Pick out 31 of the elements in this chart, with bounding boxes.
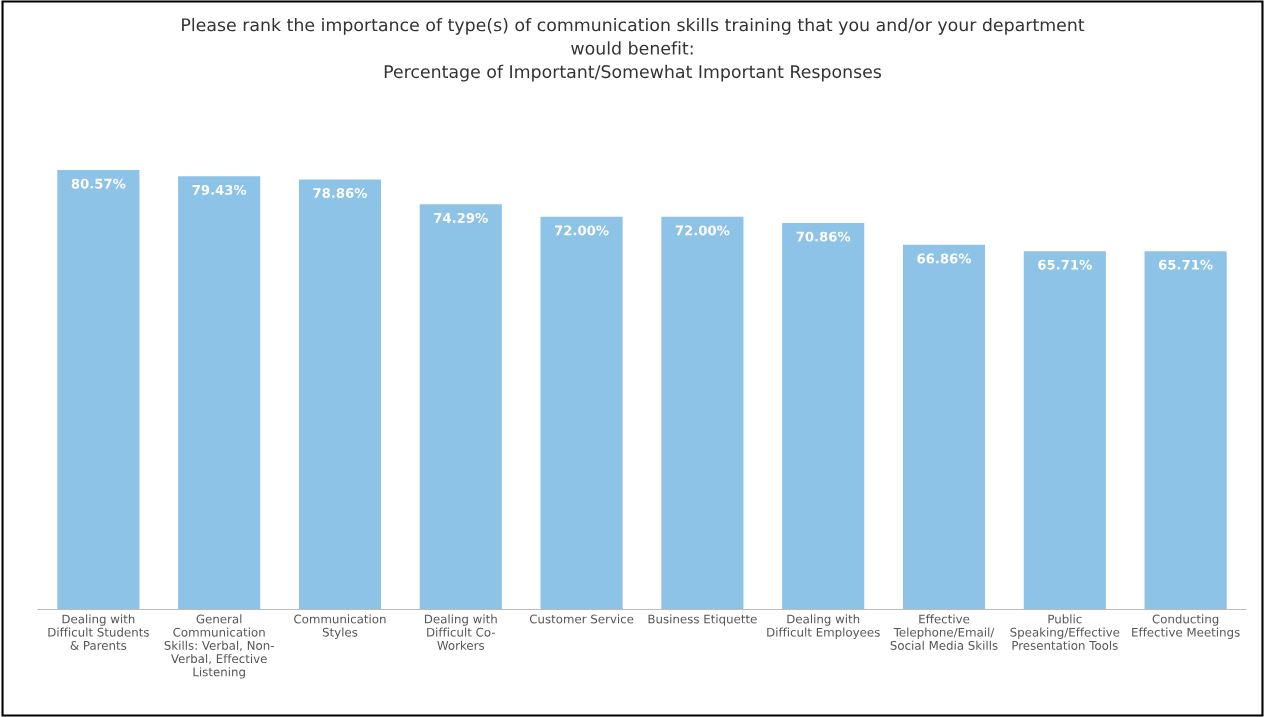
data-label: 79.43% [192,184,247,195]
bar [298,179,382,610]
bar [419,204,502,610]
data-label: 72.00% [675,225,730,236]
data-label: 65.71% [1038,259,1092,270]
bar [178,176,261,610]
bar [1144,251,1227,610]
x-tick-label: Dealing with Difficult Co- Workers [424,614,497,650]
x-tick-label: General Communication Skills: Verbal, Non- Verbal, Effective Listening [164,614,274,679]
data-label: 70.86% [796,231,851,242]
data-label: 65.71% [1158,259,1213,270]
data-label: 66.86% [917,253,972,264]
x-tick-label: Business Etiquette [648,614,757,626]
data-label: 78.86% [313,188,368,198]
x-tick-label: Conducting Effective Meetings [1132,614,1240,639]
bar [1023,251,1106,610]
x-tick-label: Dealing with Difficult Students & Parents [48,614,149,650]
x-tick-label: Effective Telephone/Email/ Social Media Skills [890,614,998,650]
data-label: 72.00% [554,225,609,236]
data-label: 74.29% [434,212,488,223]
bar [782,223,865,610]
x-tick-label: Dealing with Difficult Employees [767,614,880,639]
x-tick-label: Public Speaking/Effective Presentation Tools [1010,614,1120,650]
bar [902,244,986,610]
chart-title: Please rank the importance of type(s) of communication skills training that you and/or your department would benefit: Percentage of Important/Somewhat Important Responses [182,17,1085,82]
x-tick-label: Customer Service [529,614,634,624]
bar [57,170,140,610]
x-tick-label: Communication Styles [294,614,386,639]
data-label: 80.57% [71,178,126,189]
bar [540,216,623,610]
bar [661,216,744,610]
